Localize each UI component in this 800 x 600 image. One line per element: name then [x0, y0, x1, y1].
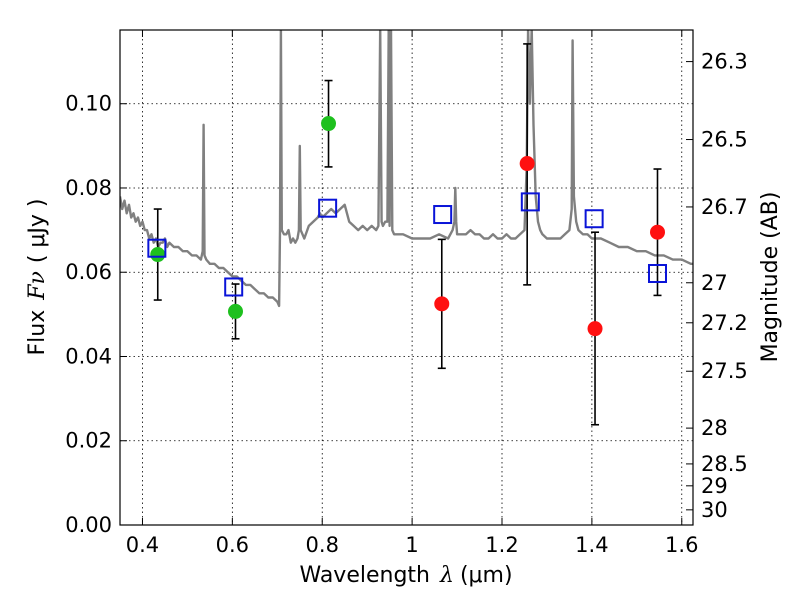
x-tick-label: 1.6 [665, 533, 698, 557]
right-tick-label: 27.2 [701, 311, 748, 335]
model-band-point [147, 238, 167, 258]
model-band-point [224, 277, 244, 297]
observed-flux-point [227, 303, 243, 319]
y-tick-label: 0.06 [65, 260, 112, 284]
right-tick-label: 30 [701, 498, 728, 522]
right-tick-label: 27 [701, 271, 728, 295]
photometry-points [147, 43, 667, 426]
right-tick-label: 28.5 [701, 452, 748, 476]
right-tick-label: 26.7 [701, 195, 748, 219]
x-tick-label: 0.6 [216, 533, 249, 557]
model-band-point [647, 263, 667, 283]
model-band-point [584, 209, 604, 229]
plot-area [120, 30, 693, 525]
right-tick-label: 26.5 [701, 128, 748, 152]
right-tick-label: 27.5 [701, 359, 748, 383]
observed-flux-point [321, 116, 337, 132]
y-tick-label: 0.08 [65, 176, 112, 200]
x-tick-label: 0.4 [126, 533, 159, 557]
model-spectrum-line [120, 30, 693, 308]
right-tick-label: 28 [701, 416, 728, 440]
observed-flux-point [587, 321, 603, 337]
model-band-point [318, 198, 338, 218]
right-y-axis-label: Magnitude (AB) [758, 192, 783, 363]
y-axis-label: FluxFν( μJy ) [25, 198, 50, 355]
model-band-point [520, 192, 540, 212]
x-tick-label: 1.4 [575, 533, 608, 557]
plot-frame [119, 29, 694, 526]
model-spectrum [120, 30, 693, 308]
observed-flux-point [649, 224, 665, 240]
y-tick-label: 0.04 [65, 344, 112, 368]
y-tick-label: 0.02 [65, 429, 112, 453]
x-tick-label: 1 [405, 533, 418, 557]
x-tick-label: 0.8 [306, 533, 339, 557]
x-axis-label: Wavelength λ (μm) [299, 563, 512, 588]
right-tick-label: 26.3 [701, 50, 748, 74]
axis-ticks: 0.4 0.6 0.8 1 1.2 1.4 1.6 0.00 0.02 0.04 0.06 0.08 0… [65, 30, 748, 557]
model-band-point [433, 205, 453, 225]
observed-flux-point [519, 156, 535, 172]
x-tick-label: 1.2 [485, 533, 518, 557]
y-tick-label: 0.00 [65, 513, 112, 537]
observed-flux-point [434, 296, 450, 312]
right-tick-label: 29 [701, 474, 728, 498]
observed-flux-point [150, 247, 166, 263]
y-tick-label: 0.10 [65, 92, 112, 116]
